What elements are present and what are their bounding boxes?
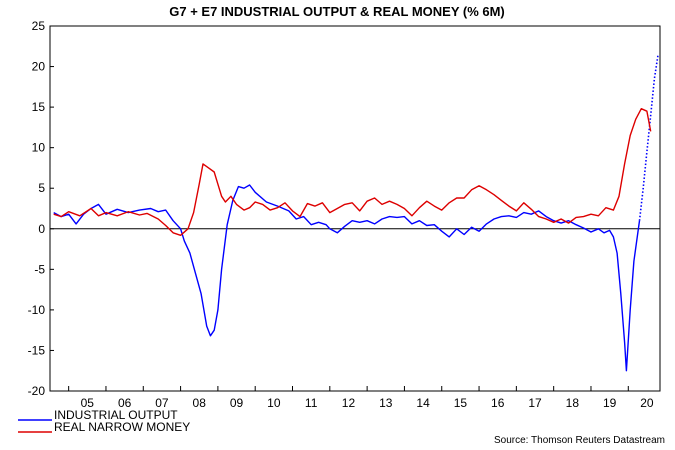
plot-frame	[49, 25, 661, 392]
x-tick-label: 20	[640, 396, 654, 410]
x-tick-label: 09	[230, 396, 244, 410]
x-tick-label: 11	[305, 396, 318, 410]
y-tick-label: -15	[28, 343, 46, 357]
x-axis: 05 06 07 08 09 10 11 12 13 14 15 16 17 18 19 20	[68, 386, 654, 410]
x-tick-label: 12	[342, 396, 356, 410]
chart-title: G7 + E7 INDUSTRIAL OUTPUT & REAL MONEY (…	[169, 4, 505, 19]
x-tick-label: 13	[379, 396, 393, 410]
x-tick-label: 17	[528, 396, 542, 410]
y-tick-label: 5	[38, 181, 45, 195]
x-tick-label: 14	[416, 396, 430, 410]
y-tick-label: 0	[38, 222, 45, 236]
x-tick-label: 05	[81, 396, 95, 410]
x-tick-label: 19	[603, 396, 617, 410]
legend: INDUSTRIAL OUTPUT REAL NARROW MONEY	[18, 408, 190, 434]
y-tick-label: 20	[32, 60, 46, 74]
series-line-2	[53, 108, 652, 236]
plot-border	[49, 25, 661, 392]
x-tick-label: 10	[267, 396, 281, 410]
series-line-0	[53, 184, 641, 372]
y-tick-label: 10	[32, 141, 46, 155]
y-tick-label: -5	[34, 262, 45, 276]
y-tick-label: 25	[32, 19, 46, 33]
x-tick-label: 07	[155, 396, 169, 410]
y-tick-label: -10	[28, 303, 46, 317]
legend-label-real-narrow-money: REAL NARROW MONEY	[54, 420, 190, 434]
source-note: Source: Thomson Reuters Datastream	[494, 435, 665, 446]
y-tick-label: 15	[32, 100, 46, 114]
x-tick-label: 16	[491, 396, 505, 410]
series-line-1	[638, 54, 659, 221]
y-tick-label: -20	[28, 384, 46, 398]
x-tick-label: 08	[193, 396, 207, 410]
x-tick-label: 15	[454, 396, 468, 410]
series-layer	[53, 54, 659, 372]
legend-label-industrial-output: INDUSTRIAL OUTPUT	[54, 408, 178, 422]
x-tick-label: 06	[118, 396, 132, 410]
x-tick-label: 18	[566, 396, 580, 410]
